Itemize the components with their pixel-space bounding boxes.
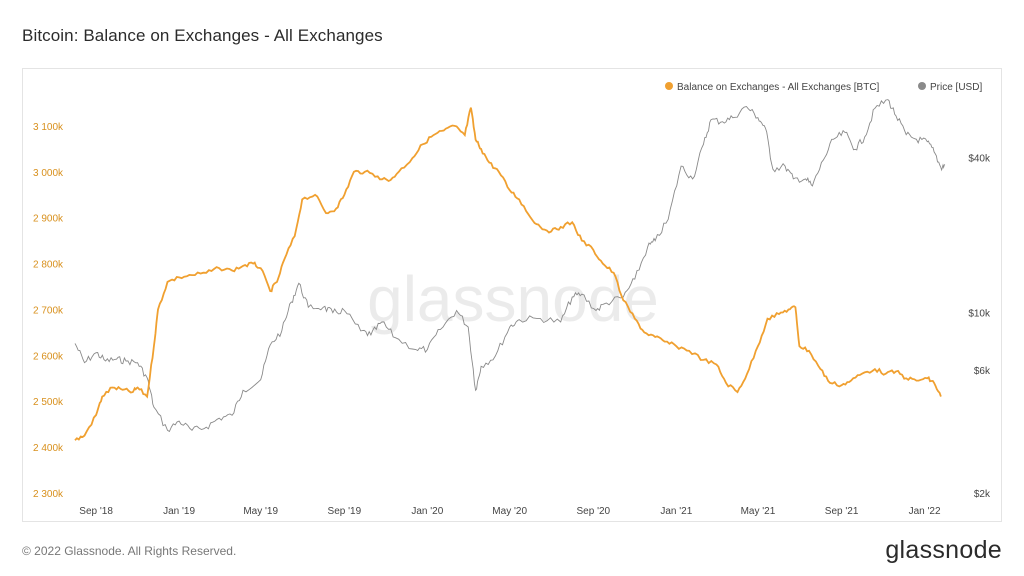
left-tick-label: 2 900k [33,214,64,225]
series-layer [74,99,946,441]
left-tick-label: 2 500k [33,397,64,408]
footer-copyright: © 2022 Glassnode. All Rights Reserved. [22,544,237,558]
x-axis-ticks: Sep '18 Jan '19 May '19 Sep '19 Jan '20 May '… [79,506,941,517]
right-tick-label: $2k [974,489,991,500]
legend: Balance on Exchanges - All Exchanges [BT… [665,82,982,93]
x-tick-label: Jan '20 [411,506,443,517]
series-line-price [74,99,946,433]
left-tick-label: 3 100k [33,122,64,133]
left-tick-label: 2 700k [33,305,64,316]
left-tick-label: 3 000k [33,168,64,179]
x-tick-label: Jan '22 [909,506,941,517]
left-tick-label: 2 400k [33,443,64,454]
legend-marker-price[interactable] [918,82,926,90]
left-tick-label: 2 800k [33,260,64,271]
right-tick-label: $6k [974,366,991,377]
x-tick-label: Sep '18 [79,506,113,517]
x-tick-label: Jan '19 [163,506,195,517]
x-tick-label: Sep '21 [825,506,859,517]
glassnode-logo: glassnode [885,536,1002,564]
legend-label-price[interactable]: Price [USD] [930,82,982,93]
x-tick-label: Jan '21 [660,506,692,517]
x-tick-label: Sep '20 [577,506,611,517]
right-axis-ticks: $2k $6k $10k $40k [968,153,991,500]
legend-marker-balance[interactable] [665,82,673,90]
x-tick-label: Sep '19 [328,506,362,517]
x-tick-label: May '21 [741,506,776,517]
chart-frame: glassnode 2 300k 2 400k 2 500k 2 600k 2 700k… [22,68,1002,522]
watermark-text: glassnode [367,263,659,335]
x-tick-label: May '19 [243,506,278,517]
legend-label-balance[interactable]: Balance on Exchanges - All Exchanges [BT… [677,82,880,93]
right-tick-label: $10k [968,309,991,320]
left-tick-label: 2 300k [33,489,64,500]
chart-svg: glassnode 2 300k 2 400k 2 500k 2 600k 2 700k… [33,82,991,517]
page-title: Bitcoin: Balance on Exchanges - All Exch… [22,26,383,45]
x-tick-label: May '20 [492,506,527,517]
right-tick-label: $40k [968,153,991,164]
left-tick-label: 2 600k [33,351,64,362]
left-axis-ticks: 2 300k 2 400k 2 500k 2 600k 2 700k 2 800k 2 90… [33,122,64,500]
series-line-balance [74,107,942,441]
